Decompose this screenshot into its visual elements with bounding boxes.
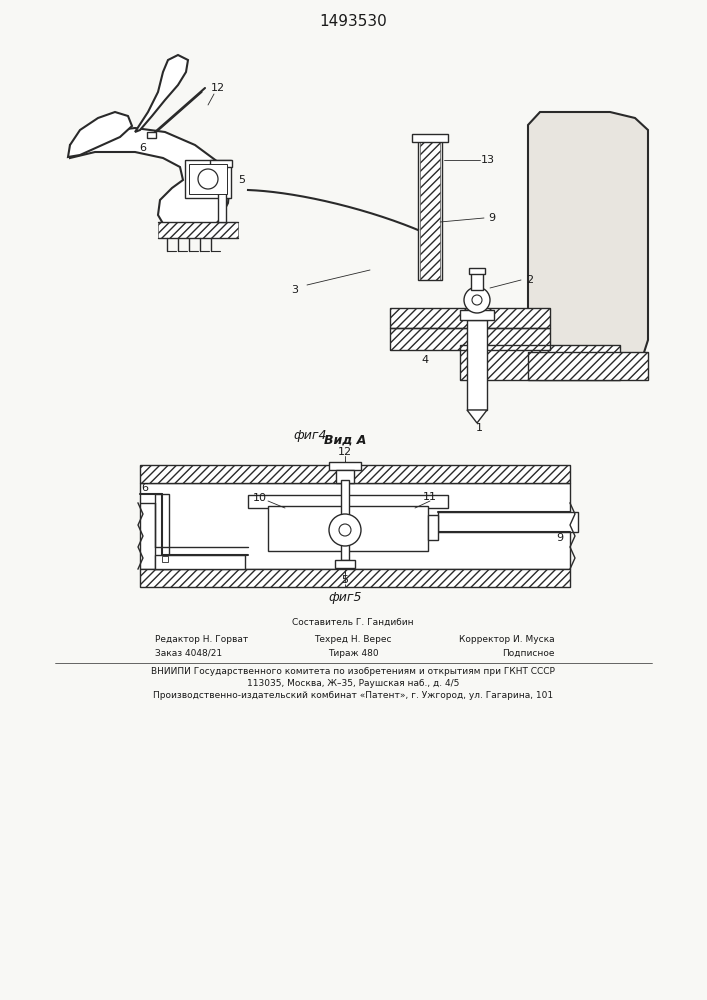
Text: 11: 11 [423, 492, 437, 502]
Bar [336, 470, 354, 483]
Text: 1493530: 1493530 [319, 14, 387, 29]
Text: фиг5: фиг5 [328, 590, 362, 603]
Bar [412, 134, 448, 142]
Bar [218, 164, 226, 222]
Bar [390, 328, 550, 350]
Circle shape [339, 524, 351, 536]
Text: 4: 4 [421, 355, 428, 365]
Circle shape [198, 169, 218, 189]
Bar [390, 328, 550, 350]
Text: 1: 1 [476, 423, 482, 433]
Bar [155, 494, 169, 569]
Bar [528, 352, 648, 380]
Polygon shape [68, 112, 132, 157]
Bar [390, 308, 550, 328]
Bar [162, 556, 168, 562]
Text: Вид А: Вид А [324, 434, 366, 446]
Bar [147, 132, 156, 138]
Text: фиг4: фиг4 [293, 428, 327, 442]
Text: Тираж 480: Тираж 480 [327, 648, 378, 658]
Text: 113035, Москва, Ж–35, Раушская наб., д. 4/5: 113035, Москва, Ж–35, Раушская наб., д. … [247, 678, 459, 688]
Bar [528, 352, 648, 380]
Bar [469, 268, 485, 274]
Text: Производственно-издательский комбинат «Патент», г. Ужгород, ул. Гагарина, 101: Производственно-издательский комбинат «П… [153, 692, 553, 700]
Circle shape [464, 287, 490, 313]
Bar [460, 345, 620, 380]
Bar [140, 483, 570, 569]
Text: 12: 12 [338, 447, 352, 457]
Bar [210, 160, 232, 167]
Bar [467, 320, 487, 410]
Bar [418, 140, 442, 280]
Bar [185, 160, 231, 198]
Text: Техред Н. Верес: Техред Н. Верес [314, 635, 392, 644]
Text: 9: 9 [489, 213, 496, 223]
Text: Составитель Г. Гандибин: Составитель Г. Гандибин [292, 617, 414, 626]
Bar [390, 308, 550, 328]
Polygon shape [70, 128, 230, 233]
Text: Редактор Н. Горват: Редактор Н. Горват [155, 635, 248, 644]
Bar [140, 465, 570, 483]
Bar [428, 515, 438, 540]
Bar [158, 222, 238, 238]
Text: 10: 10 [253, 493, 267, 503]
Bar [420, 140, 440, 280]
Text: 9: 9 [556, 533, 563, 543]
Text: 3: 3 [291, 285, 298, 295]
Text: 5: 5 [341, 575, 349, 585]
Text: 13: 13 [481, 155, 495, 165]
Text: 2: 2 [527, 275, 534, 285]
Bar [329, 462, 361, 470]
Bar [140, 465, 570, 483]
Bar [140, 569, 570, 587]
Text: Заказ 4048/21: Заказ 4048/21 [155, 648, 222, 658]
Bar [460, 345, 620, 380]
Text: Подписное: Подписное [503, 648, 555, 658]
Text: ВНИИПИ Государственного комитета по изобретениям и открытиям при ГКНТ СССР: ВНИИПИ Государственного комитета по изоб… [151, 666, 555, 676]
Text: 5: 5 [238, 175, 245, 185]
Bar [471, 272, 483, 290]
Bar [155, 555, 245, 569]
Text: 6: 6 [139, 143, 146, 153]
Circle shape [472, 295, 482, 305]
Polygon shape [528, 112, 648, 380]
Circle shape [329, 514, 361, 546]
Bar [189, 164, 227, 194]
Bar [335, 560, 355, 568]
Polygon shape [135, 55, 188, 132]
Text: 6: 6 [141, 483, 148, 493]
Text: 12: 12 [211, 83, 225, 93]
Bar [140, 569, 570, 587]
Bar [341, 480, 349, 560]
Text: Корректор И. Муска: Корректор И. Муска [460, 635, 555, 644]
Polygon shape [467, 410, 487, 423]
Bar [248, 495, 448, 508]
Bar [460, 310, 494, 320]
Bar [268, 506, 428, 551]
Bar [438, 512, 578, 532]
